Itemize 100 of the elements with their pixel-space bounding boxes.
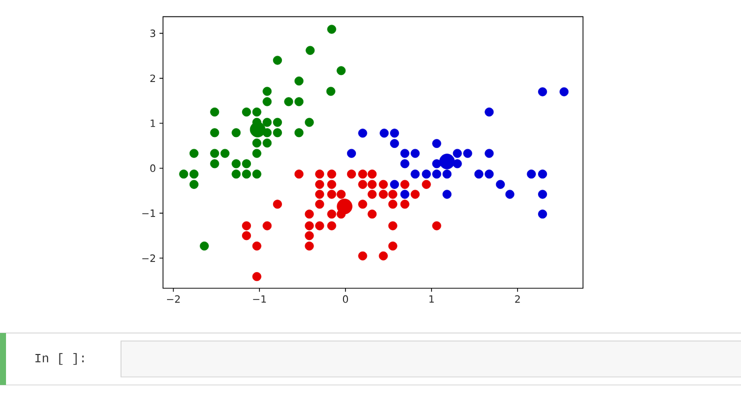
point	[538, 190, 548, 199]
point	[304, 221, 314, 230]
point	[432, 138, 442, 148]
point	[388, 200, 398, 209]
point	[220, 148, 230, 158]
point	[304, 210, 314, 219]
point	[315, 221, 324, 230]
point	[422, 170, 431, 179]
point	[189, 180, 198, 189]
point	[442, 170, 452, 179]
point	[358, 170, 368, 179]
point	[242, 231, 251, 240]
point	[294, 97, 304, 106]
point	[390, 138, 400, 148]
point	[346, 170, 356, 179]
y-tick-label: 1	[150, 120, 156, 127]
point	[242, 108, 251, 117]
point	[410, 190, 420, 199]
point	[294, 128, 304, 138]
point	[189, 170, 198, 179]
point	[262, 97, 272, 106]
point	[378, 251, 388, 260]
point	[432, 221, 442, 230]
x-tick-label: 1	[429, 295, 434, 303]
point	[179, 170, 188, 179]
point	[210, 128, 220, 138]
point	[400, 148, 410, 158]
point	[242, 170, 251, 179]
x-tick-label: 2	[515, 295, 520, 303]
point	[210, 108, 220, 117]
point	[294, 76, 304, 86]
point	[327, 24, 336, 34]
point	[505, 190, 514, 199]
point	[538, 210, 548, 219]
point	[368, 210, 377, 219]
point	[400, 190, 410, 199]
point	[252, 148, 262, 158]
point	[560, 87, 569, 96]
point	[390, 128, 400, 138]
point	[327, 190, 336, 199]
point	[442, 190, 452, 199]
point	[358, 200, 368, 209]
point	[380, 128, 389, 138]
point	[538, 170, 548, 179]
point	[432, 170, 442, 179]
point	[336, 190, 346, 199]
point	[210, 159, 220, 168]
point	[232, 128, 241, 138]
point	[526, 170, 536, 179]
point	[496, 180, 505, 189]
point	[284, 97, 294, 106]
point	[358, 251, 368, 260]
point	[400, 180, 410, 189]
point	[388, 242, 398, 251]
point	[315, 180, 324, 189]
point	[252, 272, 262, 282]
point	[315, 200, 324, 209]
point	[538, 87, 548, 96]
point	[410, 170, 420, 179]
point	[262, 138, 272, 148]
point	[232, 159, 241, 168]
text: In [ ]:	[35, 353, 84, 365]
point	[484, 148, 494, 158]
point	[484, 108, 494, 117]
point	[252, 170, 262, 179]
point	[463, 148, 472, 158]
point	[358, 128, 368, 138]
point	[327, 170, 336, 179]
point	[242, 159, 251, 168]
point	[315, 190, 324, 199]
point	[452, 148, 462, 158]
point	[327, 210, 336, 219]
point	[262, 118, 272, 127]
point	[232, 170, 241, 179]
point	[452, 159, 462, 168]
point	[378, 190, 388, 199]
point	[390, 180, 400, 189]
point	[410, 148, 420, 158]
point	[272, 200, 282, 209]
point	[327, 221, 336, 230]
point	[368, 180, 377, 189]
point	[474, 170, 484, 179]
point	[327, 180, 336, 189]
point	[262, 86, 272, 96]
point	[272, 128, 282, 138]
y-tick-label: −2	[142, 254, 155, 262]
point	[368, 190, 377, 199]
x-tick-label: 0	[342, 295, 348, 303]
point	[294, 170, 304, 179]
x-tick-label: −2	[167, 295, 180, 303]
x-tick-label: −1	[253, 295, 266, 303]
point	[326, 86, 336, 96]
point	[304, 242, 314, 251]
point	[200, 242, 209, 251]
point	[304, 231, 314, 240]
y-tick-label: −1	[142, 210, 156, 217]
point	[272, 56, 282, 65]
point	[189, 148, 198, 158]
point	[432, 159, 442, 168]
point	[484, 170, 494, 179]
